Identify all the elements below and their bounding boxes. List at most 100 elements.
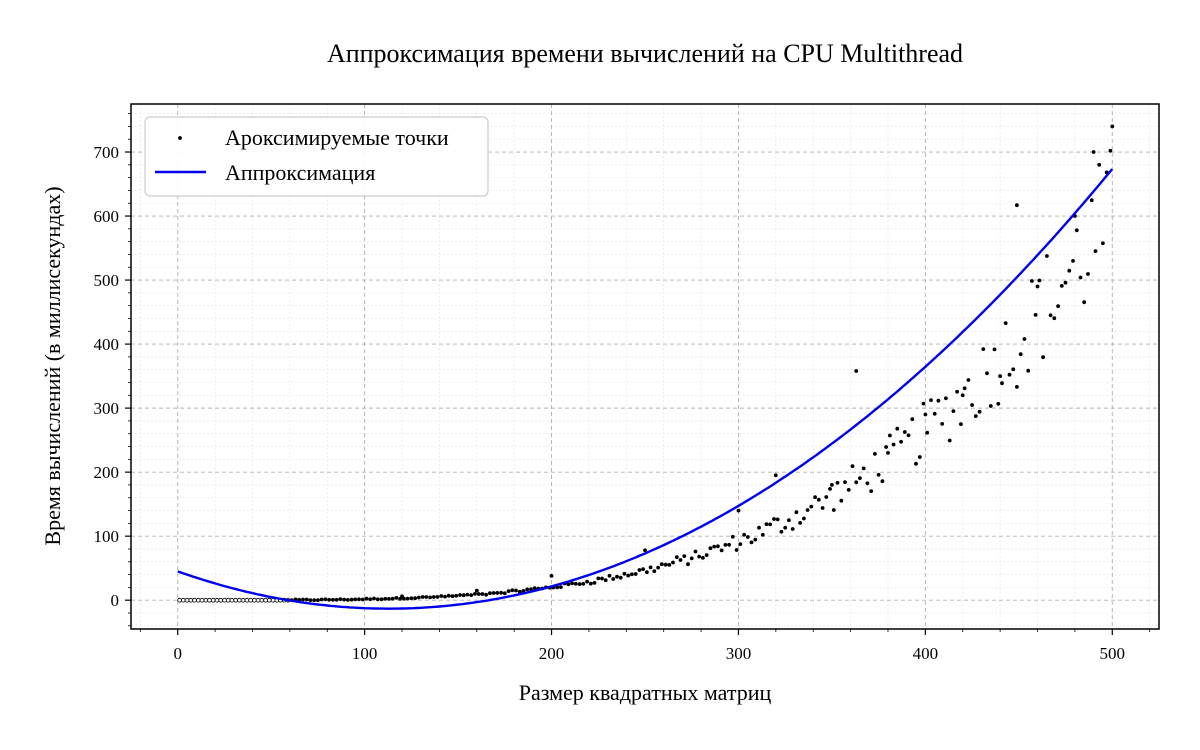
scatter-point (671, 560, 675, 565)
scatter-point (375, 597, 380, 602)
scatter-point (334, 597, 339, 602)
scatter-point (888, 433, 892, 438)
scatter-point (693, 549, 698, 554)
scatter-point (643, 548, 647, 553)
scatter-point (869, 489, 874, 493)
scatter-point (1097, 162, 1102, 167)
scatter-point (394, 596, 399, 600)
scatter-point (779, 529, 784, 534)
y-tick-label: 600 (94, 207, 120, 226)
scatter-point (345, 598, 350, 602)
scatter-point (603, 578, 608, 583)
scatter-point (484, 592, 488, 597)
legend-label-points: Ароксимируемые точки (225, 125, 449, 150)
scatter-point (854, 480, 859, 485)
scatter-point (207, 597, 212, 603)
scatter-point (514, 588, 518, 593)
scatter-point (1093, 249, 1098, 254)
scatter-point (319, 597, 324, 602)
scatter-point (940, 422, 945, 426)
scatter-point (435, 595, 440, 599)
scatter-point (712, 544, 717, 549)
scatter-point (549, 574, 554, 578)
y-tick-label: 300 (94, 399, 120, 418)
scatter-point (499, 590, 503, 595)
scatter-point (985, 371, 989, 376)
scatter-point (902, 430, 907, 434)
scatter-point (308, 598, 313, 602)
scatter-point (955, 389, 959, 394)
scatter-point (951, 409, 956, 413)
x-tick-label: 200 (539, 644, 565, 663)
scatter-point (861, 466, 866, 471)
scatter-point (323, 597, 328, 602)
scatter-point (663, 562, 668, 567)
legend-scatter-marker (178, 136, 182, 140)
scatter-point (581, 581, 586, 586)
scatter-point (674, 555, 679, 560)
scatter-point (488, 591, 492, 596)
scatter-point (798, 521, 802, 525)
scatter-point (914, 461, 918, 466)
scatter-point (652, 569, 657, 574)
scatter-point (446, 593, 451, 598)
scatter-point (830, 483, 834, 487)
scatter-point (491, 591, 496, 595)
scatter-point (585, 579, 589, 584)
scatter-point (252, 597, 257, 603)
scatter-point (409, 596, 414, 601)
scatter-point (502, 591, 507, 596)
scatter-point (839, 498, 844, 503)
scatter-point (645, 570, 649, 575)
scatter-point (510, 588, 515, 593)
scatter-point (1026, 368, 1031, 373)
scatter-point (555, 585, 560, 590)
scatter-point (331, 597, 335, 602)
scatter-point (1018, 352, 1023, 357)
y-tick-label: 400 (94, 335, 120, 354)
scatter-point (886, 451, 890, 455)
scatter-point (1033, 313, 1038, 317)
scatter-point (248, 597, 253, 603)
scatter-point (240, 597, 246, 603)
scatter-point (600, 576, 604, 581)
scatter-point (1086, 272, 1090, 276)
scatter-point (932, 411, 937, 416)
scatter-point (237, 597, 242, 603)
scatter-point (465, 592, 470, 597)
scatter-point (809, 504, 814, 509)
scatter-point (244, 597, 250, 603)
chart-title: Аппроксимация времени вычислений на CPU … (327, 39, 963, 68)
scatter-point (850, 464, 855, 469)
scatter-point (734, 548, 739, 552)
scatter-point (947, 438, 952, 443)
scatter-point (588, 581, 593, 586)
scatter-point (413, 596, 417, 601)
scatter-point (529, 587, 533, 592)
scatter-point (559, 585, 563, 589)
scatter-point (775, 517, 780, 522)
scatter-point (843, 480, 847, 484)
scatter-point (749, 540, 754, 545)
scatter-point (992, 347, 997, 352)
scatter-point (745, 535, 750, 539)
scatter-point (730, 534, 735, 539)
scatter-point (1108, 148, 1113, 153)
scatter-point (372, 596, 376, 601)
minor-grid (131, 104, 1159, 629)
scatter-point (708, 546, 713, 551)
scatter-point (405, 596, 410, 601)
scatter-point (1048, 313, 1053, 318)
scatter-point (469, 593, 474, 597)
scatter-point (895, 426, 900, 431)
scatter-point (210, 597, 216, 603)
scatter-point (936, 398, 941, 403)
scatter-point (364, 596, 369, 601)
scatter-point (577, 582, 582, 586)
scatter-point (192, 597, 197, 603)
scatter-point (716, 544, 720, 549)
scatter-point (184, 597, 190, 603)
scatter-point (431, 595, 436, 599)
scatter-point (981, 347, 986, 351)
scatter-point (727, 542, 731, 547)
